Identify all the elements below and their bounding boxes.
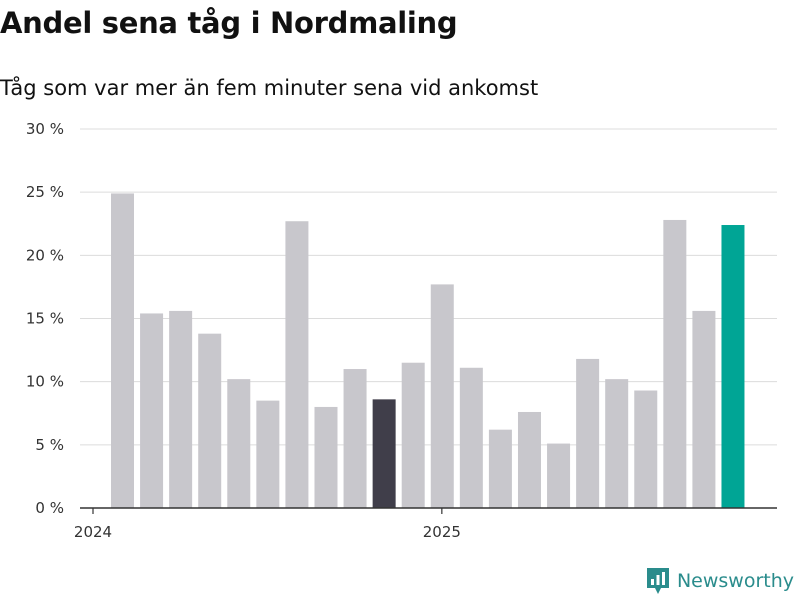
- bar: [401, 362, 425, 508]
- bar: [169, 310, 193, 508]
- bar: [692, 310, 716, 508]
- bar: [198, 333, 222, 508]
- y-tick-label: 0 %: [35, 499, 64, 517]
- bar: [430, 284, 454, 508]
- y-tick-label: 5 %: [35, 436, 64, 454]
- bar: [517, 411, 541, 508]
- bar: [721, 225, 745, 508]
- chart-title: Andel sena tåg i Nordmaling: [0, 6, 458, 40]
- bar: [459, 367, 483, 508]
- bar: [111, 193, 134, 508]
- bar: [488, 429, 512, 508]
- newsworthy-logo-icon: [646, 568, 669, 594]
- bar: [663, 219, 687, 508]
- bar: [372, 399, 396, 508]
- bar: [140, 313, 164, 508]
- bar: [256, 400, 280, 508]
- brand-logo: Newsworthy: [645, 566, 794, 596]
- bar: [227, 379, 251, 508]
- x-tick-label: 2024: [74, 523, 112, 541]
- y-tick-label: 25 %: [26, 183, 64, 201]
- bar: [314, 406, 338, 508]
- y-tick-label: 30 %: [26, 120, 64, 138]
- y-tick-label: 15 %: [26, 310, 64, 328]
- bar: [285, 221, 309, 508]
- bar: [547, 443, 571, 508]
- bar: [343, 369, 367, 508]
- y-tick-label: 20 %: [26, 246, 64, 264]
- brand-name: Newsworthy: [676, 570, 794, 592]
- bar: [605, 379, 629, 508]
- bar: [634, 390, 658, 508]
- x-tick-label: 2025: [423, 523, 461, 541]
- y-tick-label: 10 %: [26, 373, 64, 391]
- chart-subtitle: Tåg som var mer än fem minuter sena vid …: [0, 76, 539, 100]
- bar: [576, 358, 600, 508]
